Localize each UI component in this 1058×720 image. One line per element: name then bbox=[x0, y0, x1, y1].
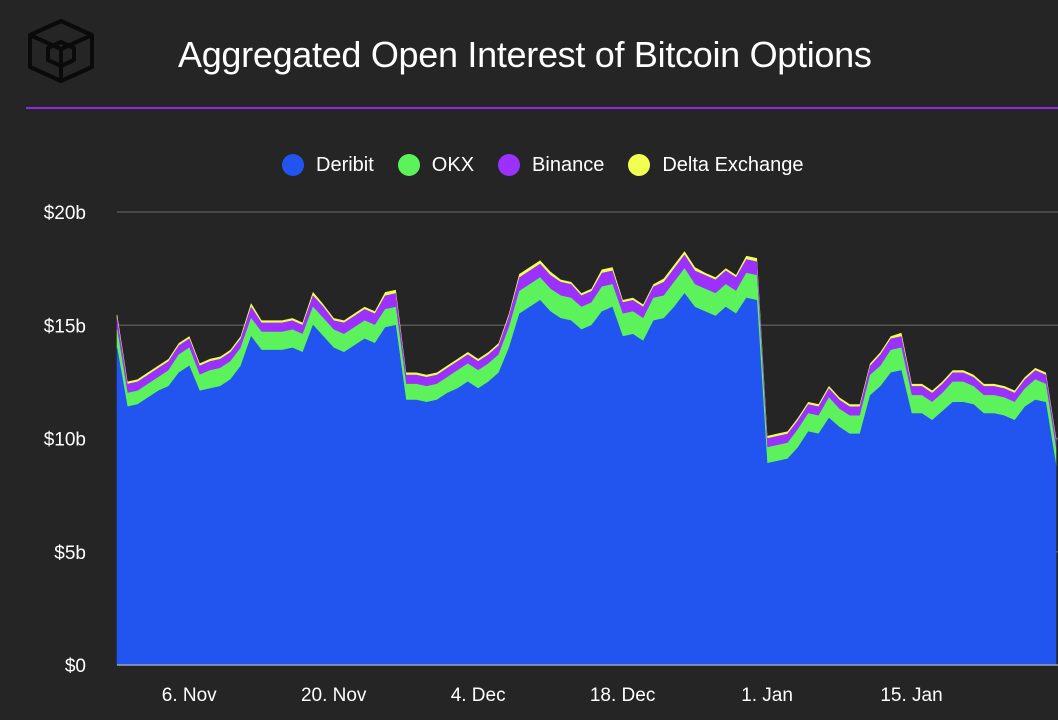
y-tick-label: $0 bbox=[65, 656, 86, 677]
x-tick-label: 4. Dec bbox=[451, 685, 506, 706]
legend-label: Binance bbox=[532, 153, 605, 176]
x-tick-label: 18. Dec bbox=[590, 685, 655, 706]
y-tick-label: $20b bbox=[44, 203, 86, 224]
x-tick-label: 20. Nov bbox=[301, 685, 367, 706]
y-tick-label: $15b bbox=[44, 316, 86, 337]
legend-item-delta-exchange[interactable]: Delta Exchange bbox=[628, 153, 804, 177]
legend-swatch-deribit bbox=[282, 154, 304, 176]
y-tick-label: $5b bbox=[54, 543, 86, 564]
x-tick-label: 6. Nov bbox=[162, 685, 217, 706]
legend-label: OKX bbox=[431, 153, 475, 176]
y-tick-label: $10b bbox=[44, 430, 86, 451]
legend-swatch-delta-exchange bbox=[628, 154, 651, 176]
legend-label: Deribit bbox=[316, 153, 374, 176]
chart-header: Aggregated Open Interest of Bitcoin Opti… bbox=[0, 0, 1058, 108]
legend-swatch-okx bbox=[397, 154, 420, 176]
area-series-deribit[interactable] bbox=[116, 293, 1057, 666]
cube-logo-icon bbox=[28, 19, 94, 83]
legend-swatch-binance bbox=[498, 154, 521, 176]
legend-item-deribit[interactable]: Deribit bbox=[282, 154, 374, 177]
chart-title: Aggregated Open Interest of Bitcoin Opti… bbox=[178, 34, 872, 75]
legend-item-binance[interactable]: Binance bbox=[498, 154, 604, 177]
legend-label: Delta Exchange bbox=[662, 153, 804, 176]
x-tick-label: 15. Jan bbox=[880, 685, 942, 706]
chart-legend: Deribit OKX Binance Delta Exchange bbox=[282, 152, 804, 178]
header-divider bbox=[26, 107, 1058, 109]
legend-item-okx[interactable]: OKX bbox=[397, 153, 475, 177]
x-tick-label: 1. Jan bbox=[741, 685, 793, 706]
